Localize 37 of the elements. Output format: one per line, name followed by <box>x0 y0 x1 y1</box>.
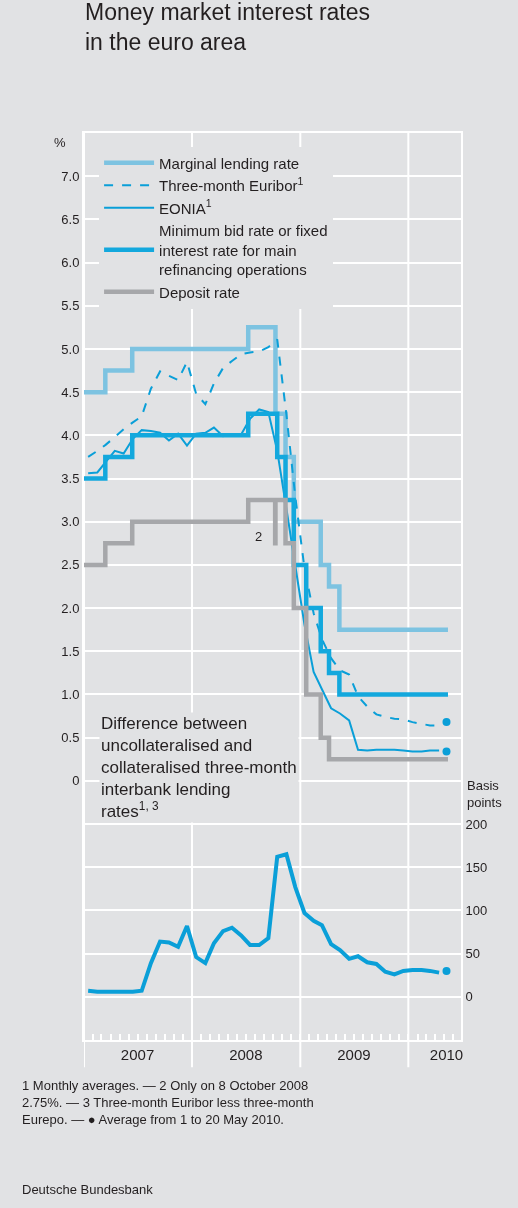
y2-tick-label: 150 <box>465 859 488 875</box>
y-tick-label: 7.0 <box>61 168 80 184</box>
text: 1 Monthly averages. — 2 Only on 8 October 2008 2.75%. — 3 Three-month Euribor less three-month Eurepo. — ● Average from 1 to 20 May 2010. <box>22 1078 314 1127</box>
x-tick-label: 2007 <box>120 1046 155 1063</box>
y-tick-label: 6.0 <box>61 255 80 271</box>
legend-label: Minimum bid rate or fixed interest rate for main refinancing operations <box>159 222 328 279</box>
y2-tick-label: 200 <box>465 816 488 832</box>
y-tick-label: 0.5 <box>61 730 80 746</box>
annotation: Difference between uncollateralised and collateralised three-month interbank lending rates$^{1, 3}$ <box>101 714 297 822</box>
x-tick-label: 2010 <box>429 1046 464 1063</box>
y-tick-label: 5.5 <box>61 298 80 314</box>
x-tick-label: 2009 <box>337 1046 371 1063</box>
y-tick-label: 1.5 <box>61 643 80 659</box>
y-tick-label: 3.0 <box>61 514 80 530</box>
x-tick-label: 2008 <box>229 1046 263 1063</box>
legend-label: Marginal lending rate <box>159 154 300 172</box>
y-tick-label: 4.0 <box>61 427 80 443</box>
y2-tick-label: 50 <box>465 946 481 962</box>
y2-axis-title: Basis points <box>467 778 503 810</box>
y-tick-label: 6.5 <box>61 211 80 227</box>
y-tick-label: 3.5 <box>61 471 80 487</box>
y-axis-title: % <box>54 135 66 150</box>
line-series <box>86 852 442 994</box>
y-tick-label: 4.5 <box>61 384 80 400</box>
y2-tick-label: 0 <box>465 989 473 1005</box>
legend-label: Deposit rate <box>159 283 240 301</box>
legend-label: EONIA$^{1}$ <box>159 197 212 217</box>
text: Deutsche Bundesbank <box>22 1182 154 1197</box>
chart-title: Money market interest rates in the euro area <box>85 0 371 55</box>
y-tick-label: 2.5 <box>61 557 80 573</box>
y2-tick-label: 100 <box>465 902 488 918</box>
y-tick-label: 0 <box>72 773 80 789</box>
y-tick-label: 2.0 <box>61 600 80 616</box>
annotation: 2 <box>255 529 263 544</box>
y-tick-label: 1.0 <box>61 687 80 703</box>
y-tick-label: 5.0 <box>61 341 80 357</box>
legend-label: Three-month Euribor$^{1}$ <box>159 174 304 195</box>
